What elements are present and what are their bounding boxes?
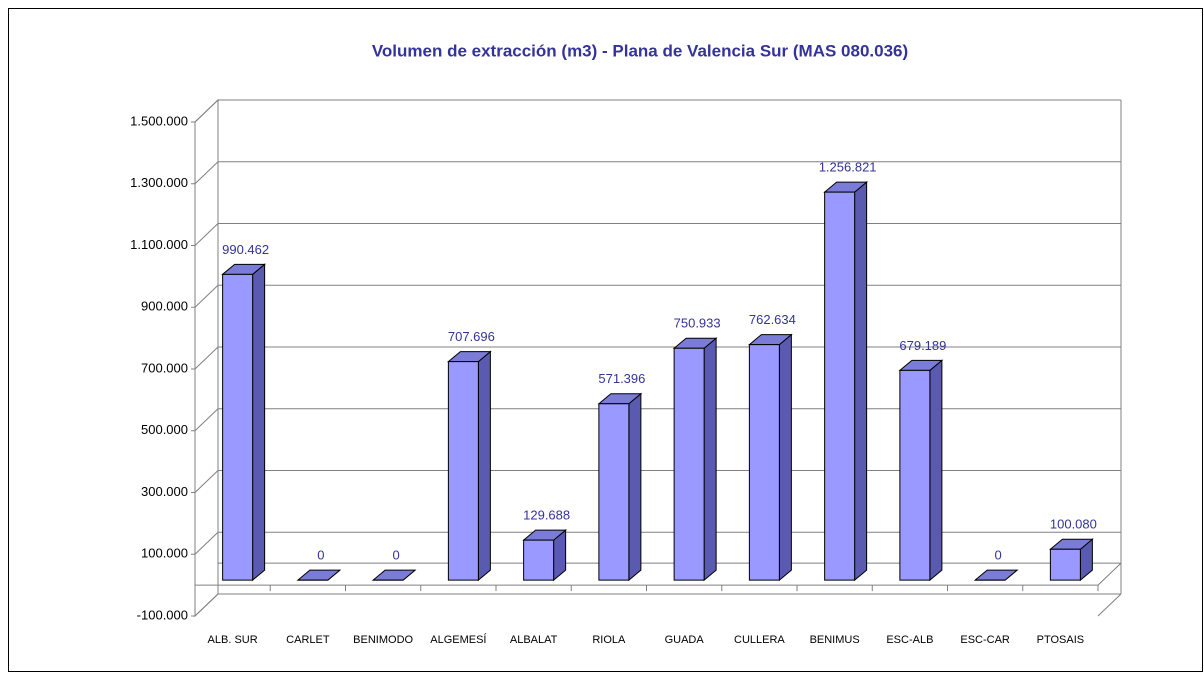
value-label: 679.189 <box>899 338 946 353</box>
chart-title: Volumen de extracción (m3) - Plana de Va… <box>372 41 908 60</box>
x-tick-label: ALGEMESÍ <box>430 633 487 646</box>
bar <box>1048 538 1094 582</box>
y-tick-label: 900.000 <box>141 299 188 314</box>
bar-side <box>703 337 717 582</box>
x-tick-label: ALBALAT <box>510 634 558 646</box>
y-tick-label: 1.500.000 <box>130 113 188 128</box>
y-tick-label: 1.300.000 <box>130 175 188 190</box>
x-tick-label: BENIMUS <box>810 634 860 646</box>
bar-side <box>628 392 642 582</box>
value-label: 129.688 <box>523 508 570 523</box>
y-tick-label: 500.000 <box>141 422 188 437</box>
depth-line <box>194 223 219 246</box>
x-tick-label: PTOSAIS <box>1037 634 1084 646</box>
bar-front <box>222 273 254 581</box>
bar <box>672 337 718 582</box>
bar-side <box>252 263 266 582</box>
value-label: 100.080 <box>1050 517 1097 532</box>
bar-front <box>899 369 931 581</box>
bar-front <box>673 347 705 581</box>
x-tick-label: ESC-ALB <box>886 634 933 646</box>
x-tick-label: CULLERA <box>734 634 785 646</box>
depth-line <box>194 531 219 555</box>
value-label: 0 <box>995 548 1002 563</box>
bar <box>597 392 643 582</box>
depth-line <box>194 408 219 432</box>
value-label: 0 <box>317 548 324 563</box>
bar-front <box>447 361 479 581</box>
value-label: 990.462 <box>222 242 269 257</box>
bar <box>296 569 342 581</box>
depth-line <box>194 346 219 370</box>
y-tick-label: 300.000 <box>141 484 188 499</box>
bar <box>371 569 417 581</box>
bar <box>221 263 267 582</box>
depth-line <box>194 284 219 308</box>
depth-line <box>194 161 219 185</box>
depth-line <box>194 99 219 123</box>
value-label: 750.933 <box>674 316 721 331</box>
bar <box>522 529 568 582</box>
bar <box>446 350 492 582</box>
x-tick-label: BENIMODO <box>353 634 413 646</box>
bar-front <box>748 344 780 581</box>
value-label: 707.696 <box>448 329 495 344</box>
bar-front <box>523 539 555 581</box>
value-label: 762.634 <box>749 312 796 327</box>
value-label: 1.256.821 <box>819 160 877 175</box>
x-tick-label: ESC-CAR <box>960 634 1010 646</box>
bar-side <box>778 333 792 582</box>
x-tick-label: GUADA <box>665 634 705 646</box>
x-tick-label: ALB. SUR <box>208 634 258 646</box>
value-label: 0 <box>393 548 400 563</box>
bar-front <box>598 403 630 581</box>
y-tick-label: 700.000 <box>141 360 188 375</box>
floor-right <box>1097 562 1122 586</box>
bar-side <box>477 350 491 582</box>
bar-front <box>1049 548 1081 581</box>
bar <box>898 359 944 582</box>
bottom-right <box>1097 593 1122 617</box>
y-tick-label: -100.000 <box>137 607 188 622</box>
bar <box>747 333 793 582</box>
y-tick-label: 1.100.000 <box>130 237 188 252</box>
y-tick-label: 100.000 <box>141 546 188 561</box>
bar-side <box>854 181 868 582</box>
bar-front <box>824 191 856 581</box>
x-tick-label: RIOLA <box>592 634 626 646</box>
bar-side <box>929 359 943 582</box>
x-tick-label: CARLET <box>286 634 330 646</box>
bar <box>973 569 1019 581</box>
value-label: 571.396 <box>598 371 645 386</box>
depth-line <box>194 470 219 493</box>
depth-line <box>194 593 219 617</box>
bar <box>823 181 869 582</box>
